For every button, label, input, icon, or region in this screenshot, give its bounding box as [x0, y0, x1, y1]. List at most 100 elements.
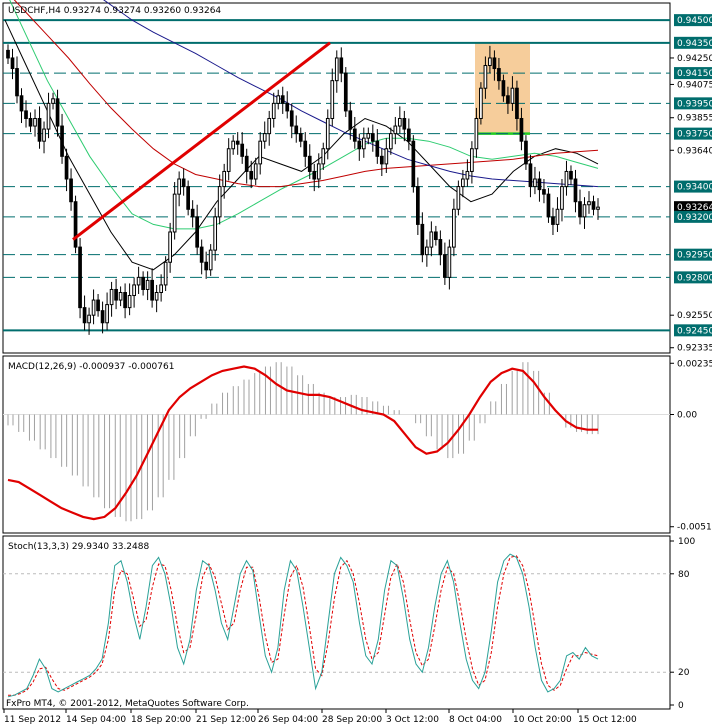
- candle-body: [303, 140, 308, 157]
- candle-body: [258, 140, 263, 165]
- candle-body: [406, 128, 411, 142]
- price-axis-label: 0.92950: [677, 251, 712, 261]
- candle-body: [123, 292, 127, 309]
- candle-body: [578, 201, 582, 218]
- price-axis-label: 0.92335: [677, 344, 712, 354]
- candle-body: [96, 299, 100, 312]
- candle-body: [519, 117, 524, 142]
- price-axis-label: 0.93400: [677, 183, 712, 193]
- candle-body: [73, 201, 78, 248]
- candle-body: [573, 178, 578, 203]
- candle-body: [42, 128, 46, 142]
- macd-axis-label: -0.00515: [677, 523, 712, 533]
- candle-body: [429, 231, 434, 248]
- macd-header: MACD(12,26,9) -0.000937 -0.000761: [8, 362, 174, 372]
- price-label-box: [674, 210, 712, 223]
- candle-body: [316, 163, 321, 180]
- time-axis-label: 26 Sep 04:00: [258, 715, 318, 725]
- candle-body: [569, 170, 573, 180]
- stoch-axis-label: 80: [678, 570, 690, 580]
- candle-body: [91, 299, 96, 316]
- price-label-box: [674, 180, 712, 193]
- stoch-axis-label: 20: [678, 668, 690, 678]
- candle-body: [15, 68, 19, 97]
- price-label-box: [674, 324, 712, 337]
- candle-body: [10, 57, 15, 70]
- candle-body: [168, 231, 172, 263]
- candle-body: [551, 216, 555, 225]
- candle-body: [434, 231, 438, 241]
- price-axis-label: 0.93950: [677, 99, 712, 109]
- price-axis-label: 0.92800: [677, 273, 712, 283]
- candle-body: [235, 140, 240, 145]
- price-label-box: [674, 248, 712, 261]
- candle-body: [199, 246, 204, 263]
- candle-body: [19, 95, 24, 112]
- candle-body: [280, 95, 285, 104]
- candle-body: [591, 201, 596, 210]
- candle-body: [141, 276, 145, 290]
- candle-body: [109, 288, 114, 306]
- macd-layer: 0.00235 0.00 -0.00515: [3, 359, 712, 533]
- candle-body: [60, 125, 64, 157]
- candle-body: [474, 117, 479, 150]
- price-axis-label: 0.94250: [677, 54, 712, 64]
- time-axis-label: 28 Sep 20:00: [322, 715, 382, 725]
- candle-body: [425, 246, 429, 256]
- candle-body: [82, 307, 87, 324]
- candle-body: [470, 148, 474, 172]
- candle-body: [276, 95, 281, 104]
- candle-body: [501, 80, 506, 97]
- candle-body: [537, 178, 542, 191]
- stoch-panel-frame: [2, 535, 671, 710]
- price-label-box: [674, 36, 712, 49]
- macd-panel-frame: [2, 355, 671, 534]
- candle-body: [420, 223, 425, 256]
- candle-body: [132, 284, 136, 297]
- candle-body: [51, 98, 55, 104]
- candle-body: [438, 239, 443, 256]
- candle-body: [388, 133, 393, 150]
- candle-body: [483, 65, 488, 89]
- candle-body: [307, 155, 312, 172]
- candle-body: [253, 163, 258, 180]
- time-axis-label: 11 Sep 2012: [4, 715, 61, 725]
- candle-body: [479, 87, 483, 119]
- candle-body: [447, 246, 452, 278]
- candle-body: [217, 186, 222, 218]
- candle-body: [213, 216, 218, 251]
- candle-body: [510, 87, 515, 104]
- time-axis-label: 8 Oct 04:00: [449, 715, 502, 725]
- price-label-box: [674, 271, 712, 284]
- candle-body: [492, 57, 497, 70]
- candle-body: [312, 170, 317, 180]
- time-axis-label: 15 Oct 12:00: [578, 715, 637, 725]
- candle-body: [370, 133, 375, 142]
- candle-body: [488, 57, 492, 67]
- candle-body: [114, 288, 118, 301]
- candle-body: [402, 117, 407, 130]
- stoch-layer: 100 80 20 0: [3, 537, 695, 711]
- macd-axis-label: 0.00: [677, 410, 697, 420]
- price-label-box: [674, 127, 712, 140]
- candle-body: [249, 170, 254, 180]
- candle-body: [289, 110, 294, 127]
- candle-body: [596, 206, 600, 210]
- candle-body: [190, 208, 195, 218]
- candle-body: [456, 186, 461, 210]
- candle-body: [564, 170, 569, 188]
- candle-body: [443, 254, 447, 278]
- candle-body: [37, 117, 42, 142]
- time-axis-label: 10 Oct 20:00: [513, 715, 572, 725]
- candle-body: [33, 117, 37, 127]
- candle-body: [343, 72, 348, 112]
- candle-body: [330, 80, 335, 119]
- candle-body: [452, 208, 456, 248]
- candle-body: [339, 57, 344, 74]
- candle-body: [533, 178, 537, 188]
- candle-body: [78, 246, 82, 309]
- candle-body: [231, 140, 236, 150]
- price-label-box: [674, 201, 712, 214]
- candle-body: [226, 148, 231, 172]
